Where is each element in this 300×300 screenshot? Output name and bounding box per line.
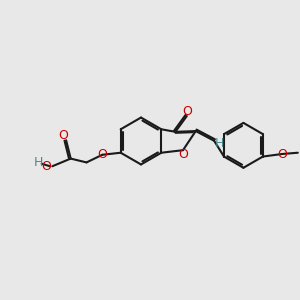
Text: H: H (214, 136, 224, 150)
Text: O: O (58, 129, 68, 142)
Text: O: O (178, 148, 188, 161)
Text: O: O (97, 148, 107, 161)
Text: O: O (278, 148, 287, 160)
Text: O: O (182, 105, 192, 118)
Text: H: H (33, 156, 43, 169)
Text: O: O (41, 160, 51, 173)
